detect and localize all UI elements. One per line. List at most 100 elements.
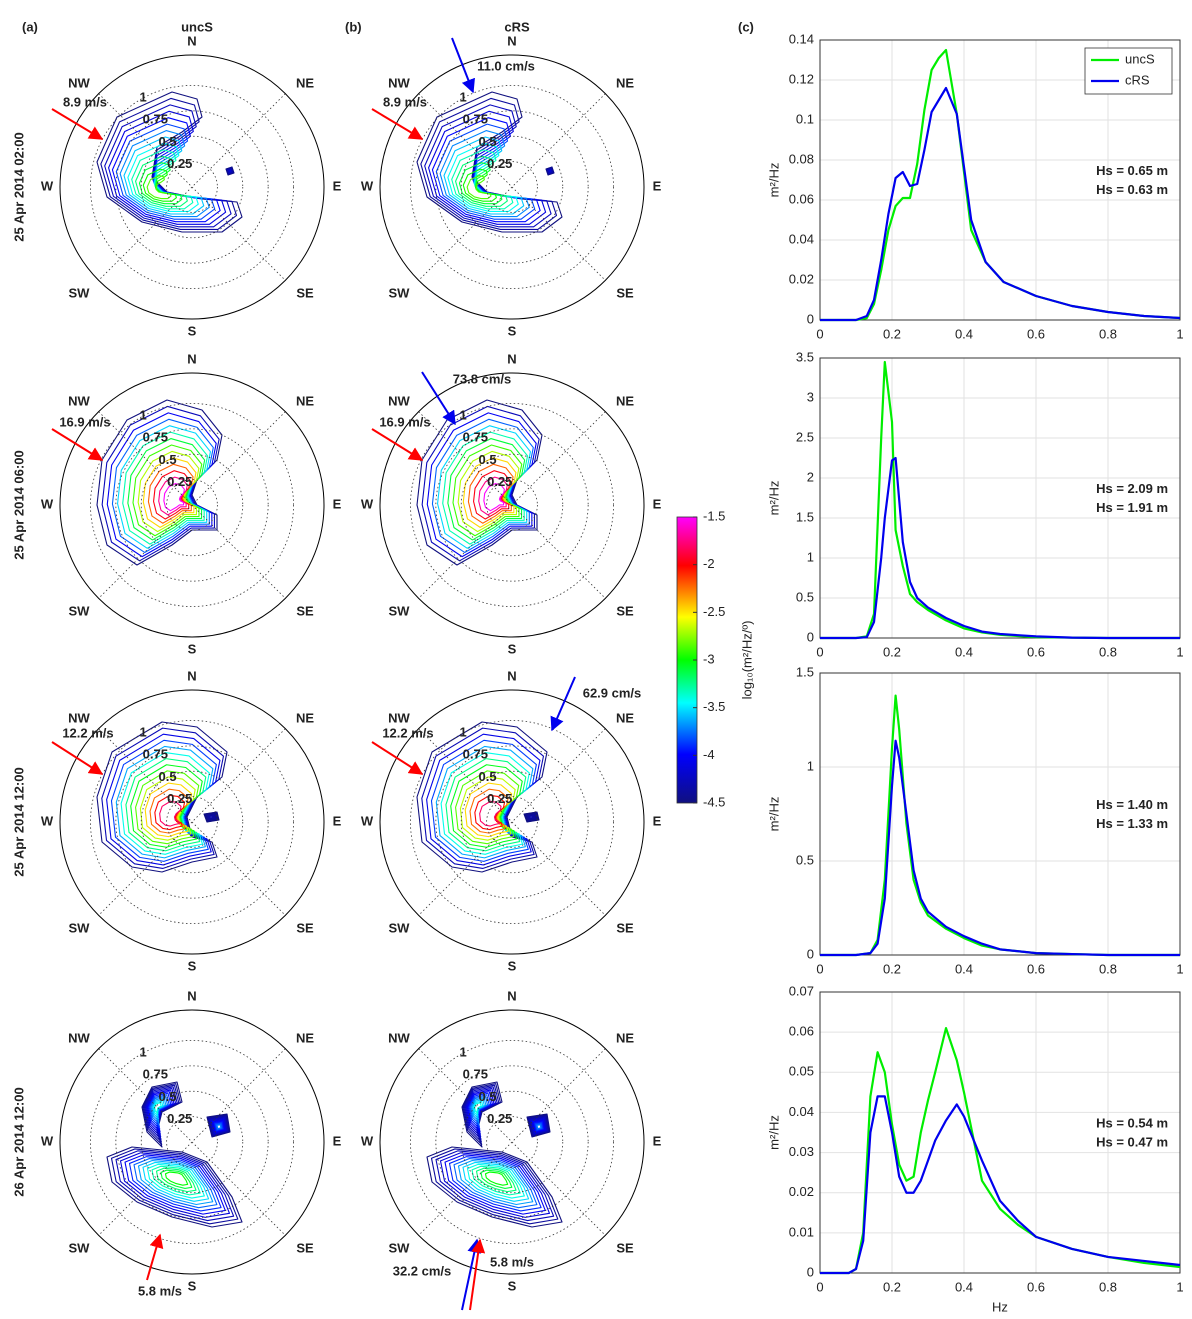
contour xyxy=(533,1120,545,1132)
contour xyxy=(120,751,210,855)
contour xyxy=(214,1121,224,1132)
axes-box xyxy=(819,991,1181,1274)
contour xyxy=(153,1102,162,1115)
contour xyxy=(426,733,541,866)
contour xyxy=(106,733,221,866)
y-tick-label: 2 xyxy=(807,469,814,484)
contour xyxy=(439,130,530,218)
vector-arrow xyxy=(51,741,104,775)
spoke xyxy=(418,411,606,599)
range-ring xyxy=(90,720,294,924)
x-tick-label: 1 xyxy=(1176,644,1183,659)
vector-arrow xyxy=(421,371,456,426)
range-ring xyxy=(486,1116,538,1168)
hs-label: Hs = 1.40 m xyxy=(1096,797,1168,812)
polar-panel: 0.25 0.5 0.75 1 N NE E SE S SW W NW 8.9 m/s (a) uncS 25… xyxy=(11,19,341,338)
range-label: 0.5 xyxy=(479,1089,497,1104)
vector-label: 12.2 m/s xyxy=(382,725,433,740)
contour xyxy=(96,399,223,566)
range-label: 1 xyxy=(459,724,466,739)
direction-label: N xyxy=(187,351,196,366)
direction-label: N xyxy=(507,988,516,1003)
range-label: 0.75 xyxy=(143,112,168,127)
y-tick-label: 0.06 xyxy=(789,1024,814,1039)
hs-label: Hs = 0.65 m xyxy=(1096,163,1168,178)
contour xyxy=(147,463,194,524)
direction-label: E xyxy=(653,813,662,828)
x-tick-label: 0 xyxy=(816,1279,823,1294)
contour xyxy=(536,1124,542,1130)
contour xyxy=(206,1113,231,1138)
direction-label: NW xyxy=(388,710,410,725)
range-ring xyxy=(410,1040,614,1244)
contour xyxy=(457,450,520,533)
vector-arrow xyxy=(371,428,424,461)
direction-label: N xyxy=(187,668,196,683)
direction-label: E xyxy=(333,813,342,828)
y-tick-label: 3.5 xyxy=(796,349,814,364)
range-label: 0.25 xyxy=(167,156,192,171)
contour xyxy=(430,1148,559,1225)
vector-label: 8.9 m/s xyxy=(63,94,107,109)
y-tick-label: 0.5 xyxy=(796,852,814,867)
direction-label: N xyxy=(507,668,516,683)
spoke xyxy=(418,1048,606,1236)
contour xyxy=(164,1171,189,1186)
series-line xyxy=(820,739,1180,957)
range-label: 0.25 xyxy=(167,474,192,489)
y-tick-label: 1 xyxy=(807,758,814,773)
contour xyxy=(450,764,523,848)
column-title: cRS xyxy=(504,19,530,34)
range-label: 1 xyxy=(459,89,466,104)
vector-arrow xyxy=(451,37,475,94)
axes-box xyxy=(819,39,1181,321)
range-ring xyxy=(140,1090,244,1194)
range-ring xyxy=(90,403,294,607)
contour xyxy=(534,1121,544,1132)
direction-label: SE xyxy=(296,603,314,618)
contour xyxy=(548,169,552,173)
range-label: 0.75 xyxy=(143,1067,168,1082)
range-label: 0.5 xyxy=(159,452,177,467)
range-ring xyxy=(166,479,218,531)
contour xyxy=(529,815,533,819)
vector-label: 5.8 m/s xyxy=(490,1254,534,1269)
contour xyxy=(115,123,216,220)
direction-label: S xyxy=(508,1278,517,1293)
contour xyxy=(532,1120,545,1133)
vector-arrow xyxy=(469,1238,486,1311)
direction-label: E xyxy=(653,496,662,511)
range-label: 0.5 xyxy=(479,452,497,467)
direction-label: E xyxy=(333,1133,342,1148)
contour xyxy=(451,149,514,210)
y-tick-label: 1.5 xyxy=(796,664,814,679)
contour xyxy=(444,1154,546,1215)
hs-label: Hs = 0.54 m xyxy=(1096,1116,1168,1131)
range-label: 0.5 xyxy=(159,1089,177,1104)
direction-label: E xyxy=(333,496,342,511)
y-tick-label: 0.04 xyxy=(789,1104,814,1119)
contour xyxy=(115,1150,235,1222)
contour xyxy=(127,142,199,212)
range-ring xyxy=(460,453,564,557)
x-tick-label: 1 xyxy=(1176,326,1183,341)
contour xyxy=(478,476,508,516)
contour xyxy=(526,1113,551,1138)
series-line xyxy=(820,456,1180,640)
contour xyxy=(447,142,519,212)
x-tick-label: 1 xyxy=(1176,961,1183,976)
direction-label: S xyxy=(188,958,197,973)
y-tick-label: 0.04 xyxy=(789,231,814,246)
x-tick-label: 0.6 xyxy=(1027,961,1045,976)
direction-label: SW xyxy=(389,285,411,300)
vector-label: 32.2 cm/s xyxy=(393,1263,452,1278)
contour xyxy=(122,431,209,545)
direction-label: NW xyxy=(388,393,410,408)
contour xyxy=(158,476,188,516)
range-label: 0.5 xyxy=(159,134,177,149)
range-label: 0.5 xyxy=(479,769,497,784)
contour xyxy=(154,794,186,831)
range-ring xyxy=(435,745,589,899)
direction-label: NE xyxy=(296,393,314,408)
contour xyxy=(101,405,220,562)
